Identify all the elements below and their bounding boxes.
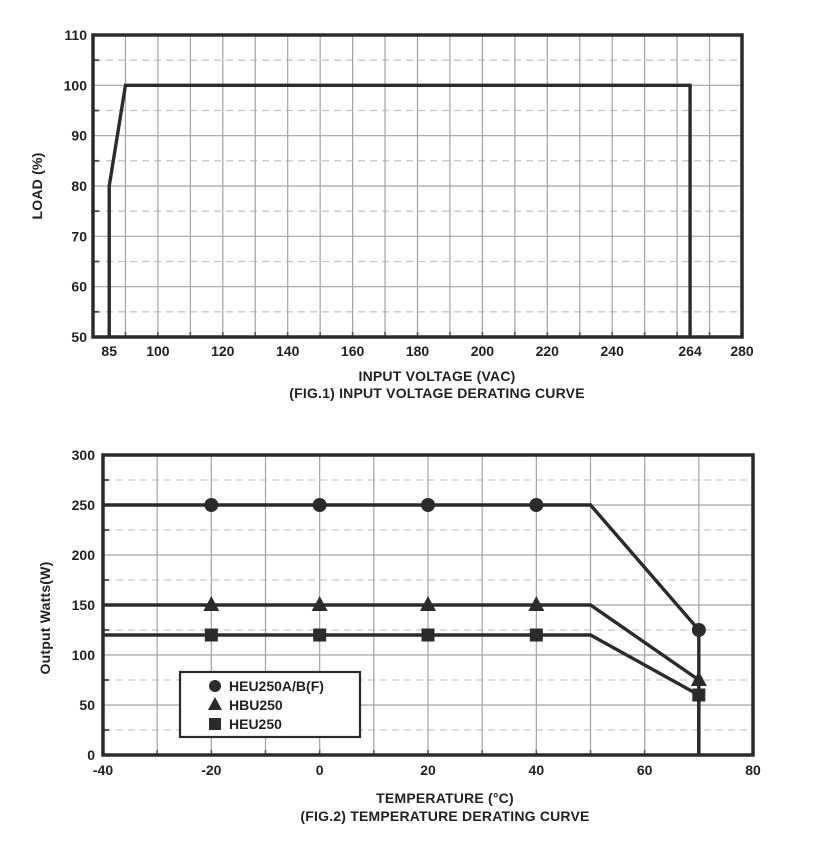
svg-text:0: 0 <box>87 747 95 763</box>
svg-text:100: 100 <box>64 77 88 93</box>
fig1-caption: (FIG.1) INPUT VOLTAGE DERATING CURVE <box>289 385 585 401</box>
svg-text:85: 85 <box>101 343 117 359</box>
svg-text:250: 250 <box>72 497 96 513</box>
svg-text:20: 20 <box>420 762 436 778</box>
svg-text:200: 200 <box>471 343 495 359</box>
svg-text:80: 80 <box>745 762 761 778</box>
svg-text:110: 110 <box>64 27 87 43</box>
fig2-caption: (FIG.2) TEMPERATURE DERATING CURVE <box>300 808 590 824</box>
svg-text:200: 200 <box>72 547 96 563</box>
svg-text:60: 60 <box>71 279 87 295</box>
svg-text:220: 220 <box>536 343 560 359</box>
svg-text:280: 280 <box>730 343 754 359</box>
svg-text:40: 40 <box>529 762 545 778</box>
svg-text:264: 264 <box>678 343 702 359</box>
svg-text:140: 140 <box>276 343 300 359</box>
svg-text:180: 180 <box>406 343 430 359</box>
svg-text:90: 90 <box>71 128 87 144</box>
svg-text:HBU250: HBU250 <box>229 697 283 713</box>
fig1-input-voltage-derating-chart: 85 100 120 140 160 180 200 220 240 264 280 50 60 70 80… <box>64 27 754 359</box>
svg-text:160: 160 <box>341 343 365 359</box>
svg-text:80: 80 <box>71 178 87 194</box>
fig2-temperature-derating-chart: -40 -20 0 20 40 60 80 0 50 100 150 200 250 300 HEU250A… <box>72 447 761 778</box>
svg-text:0: 0 <box>316 762 324 778</box>
fig2-y-axis-title: Output Watts(W) <box>37 561 53 675</box>
svg-text:60: 60 <box>637 762 653 778</box>
svg-text:150: 150 <box>72 597 96 613</box>
fig1-y-axis-title: LOAD (%) <box>29 152 45 220</box>
svg-text:-20: -20 <box>201 762 221 778</box>
svg-text:300: 300 <box>72 447 96 463</box>
svg-text:100: 100 <box>146 343 170 359</box>
svg-text:120: 120 <box>211 343 235 359</box>
svg-text:100: 100 <box>72 647 96 663</box>
fig1-x-axis-title: INPUT VOLTAGE (VAC) <box>358 368 516 384</box>
svg-text:50: 50 <box>79 697 95 713</box>
fig2-x-axis-title: TEMPERATURE (°C) <box>376 790 514 806</box>
svg-text:-40: -40 <box>93 762 113 778</box>
svg-text:70: 70 <box>71 228 87 244</box>
svg-text:HEU250: HEU250 <box>229 716 282 732</box>
svg-text:HEU250A/B(F): HEU250A/B(F) <box>229 678 324 694</box>
svg-text:50: 50 <box>71 329 87 345</box>
svg-text:240: 240 <box>601 343 625 359</box>
